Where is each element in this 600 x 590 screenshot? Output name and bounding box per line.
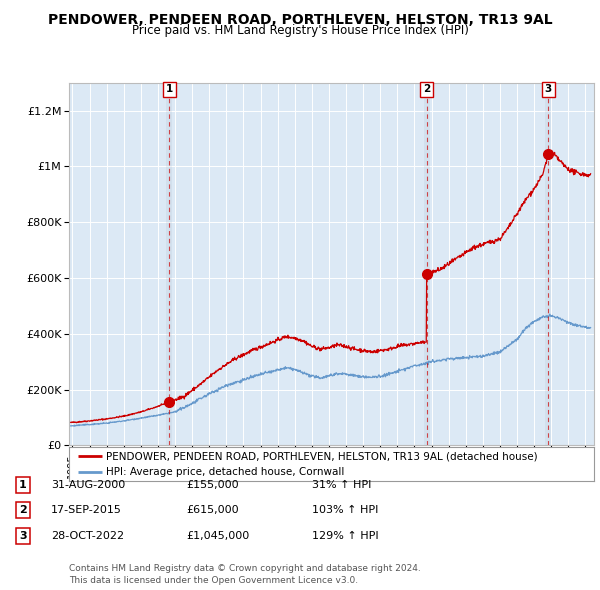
Text: 3: 3 [19,531,26,540]
Text: £1,045,000: £1,045,000 [186,531,249,540]
Text: 1: 1 [19,480,26,490]
Text: PENDOWER, PENDEEN ROAD, PORTHLEVEN, HELSTON, TR13 9AL (detached house): PENDOWER, PENDEEN ROAD, PORTHLEVEN, HELS… [106,451,538,461]
Text: PENDOWER, PENDEEN ROAD, PORTHLEVEN, HELSTON, TR13 9AL: PENDOWER, PENDEEN ROAD, PORTHLEVEN, HELS… [47,13,553,27]
Bar [424,83,430,445]
Text: 129% ↑ HPI: 129% ↑ HPI [312,531,379,540]
Text: 2: 2 [423,84,430,94]
Text: 103% ↑ HPI: 103% ↑ HPI [312,506,379,515]
Text: 31-AUG-2000: 31-AUG-2000 [51,480,125,490]
Text: 1: 1 [166,84,173,94]
Text: 2: 2 [19,506,26,515]
Text: 28-OCT-2022: 28-OCT-2022 [51,531,124,540]
Text: 3: 3 [545,84,552,94]
Text: 31% ↑ HPI: 31% ↑ HPI [312,480,371,490]
Text: Price paid vs. HM Land Registry's House Price Index (HPI): Price paid vs. HM Land Registry's House … [131,24,469,37]
Text: £155,000: £155,000 [186,480,239,490]
Text: Contains HM Land Registry data © Crown copyright and database right 2024.
This d: Contains HM Land Registry data © Crown c… [69,565,421,585]
Text: 17-SEP-2015: 17-SEP-2015 [51,506,122,515]
Bar [545,83,551,445]
Bar [166,83,172,445]
Text: £615,000: £615,000 [186,506,239,515]
Text: HPI: Average price, detached house, Cornwall: HPI: Average price, detached house, Corn… [106,467,344,477]
